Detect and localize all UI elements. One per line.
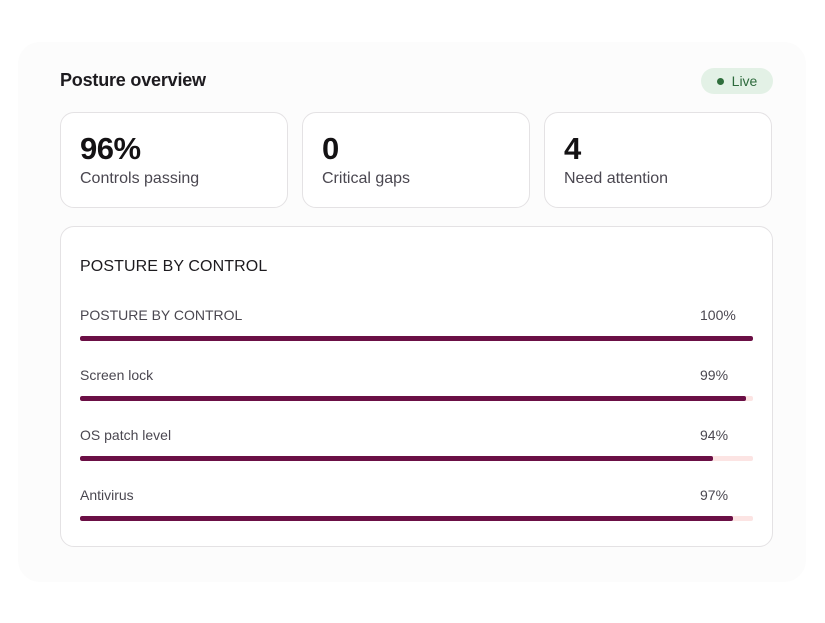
control-percent: 97%	[700, 487, 729, 503]
progress-track	[80, 456, 753, 461]
panel-title: POSTURE BY CONTROL	[80, 258, 268, 275]
control-percent: 100%	[700, 307, 736, 323]
live-badge-label: Live	[731, 73, 758, 89]
control-name: OS patch level	[80, 427, 172, 443]
control-name: POSTURE BY CONTROL	[80, 307, 243, 323]
stat-value: 96%	[80, 131, 141, 166]
progress-fill	[80, 516, 733, 521]
control-name: Screen lock	[80, 367, 154, 383]
stat-card-need-attention: 4 Need attention	[544, 112, 772, 208]
control-name: Antivirus	[80, 487, 134, 503]
live-dot-icon	[716, 77, 724, 85]
progress-fill	[80, 456, 713, 461]
stat-label: Critical gaps	[322, 170, 411, 187]
stat-label: Need attention	[564, 170, 669, 187]
progress-fill	[80, 336, 753, 341]
control-percent: 99%	[700, 367, 729, 383]
progress-fill	[80, 396, 747, 401]
progress-track	[80, 396, 753, 401]
stat-card-controls-passing: 96% Controls passing	[60, 112, 288, 208]
progress-track	[80, 336, 753, 341]
stat-label: Controls passing	[80, 170, 200, 187]
control-row: Screen lock 99%	[80, 367, 753, 407]
control-percent: 94%	[700, 427, 729, 443]
control-row: Antivirus 97%	[80, 487, 753, 527]
stat-value: 4	[564, 131, 581, 166]
control-row: POSTURE BY CONTROL 100%	[80, 307, 753, 347]
page-title: Posture overview	[60, 70, 206, 90]
progress-track	[80, 516, 753, 521]
posture-by-control-panel: POSTURE BY CONTROL POSTURE BY CONTROL 10…	[60, 226, 773, 547]
stat-value: 0	[322, 131, 339, 166]
live-badge: Live	[701, 68, 773, 94]
control-row: OS patch level 94%	[80, 427, 753, 467]
stat-card-critical-gaps: 0 Critical gaps	[302, 112, 530, 208]
